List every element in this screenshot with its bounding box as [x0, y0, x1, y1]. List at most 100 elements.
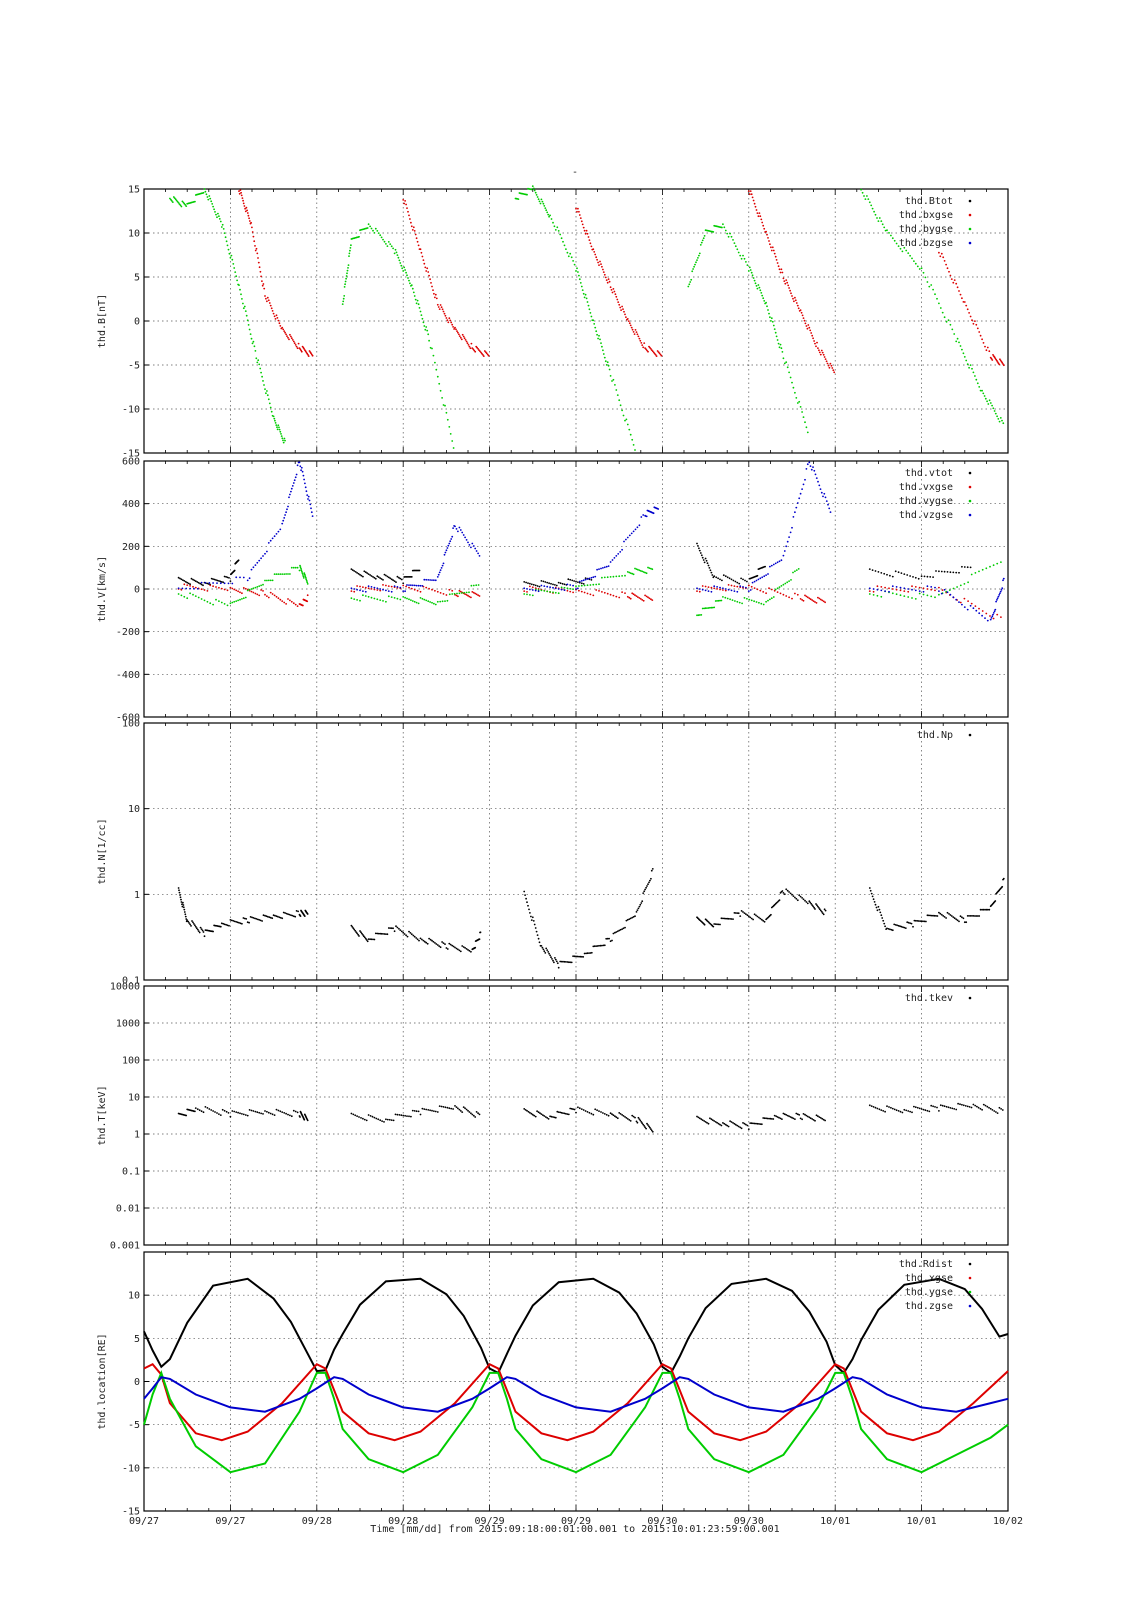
data-point — [880, 595, 883, 598]
data-point — [932, 288, 934, 291]
data-point — [645, 1127, 647, 1130]
data-point — [540, 580, 543, 582]
data-point — [578, 955, 580, 958]
data-point — [603, 273, 606, 276]
data-point — [464, 339, 467, 341]
panel-5: 1050-5-10-15thd.location[RE]thd.Rdistthd… — [97, 1251, 1009, 1518]
data-point — [993, 1110, 996, 1112]
data-point — [474, 592, 477, 595]
data-point — [586, 301, 589, 303]
data-point — [951, 1107, 954, 1110]
data-point — [270, 307, 273, 310]
data-point — [792, 571, 794, 574]
data-point — [991, 404, 993, 407]
data-point — [278, 428, 281, 431]
data-point — [996, 597, 999, 600]
data-point — [784, 582, 787, 585]
data-point — [532, 187, 535, 190]
data-point — [737, 912, 740, 915]
data-point — [648, 881, 650, 884]
data-point — [746, 264, 749, 266]
data-point — [242, 597, 245, 600]
data-point — [890, 1106, 892, 1109]
data-point — [363, 1118, 366, 1121]
data-point — [614, 293, 617, 296]
data-point — [789, 289, 791, 292]
data-point — [244, 207, 247, 210]
data-point — [442, 404, 445, 406]
data-point — [625, 1117, 628, 1119]
data-point — [206, 590, 209, 592]
data-point — [831, 367, 834, 369]
data-point — [410, 221, 412, 224]
data-point — [787, 284, 790, 287]
data-point — [283, 573, 286, 575]
data-point — [886, 1105, 888, 1108]
data-point — [629, 324, 632, 327]
data-point — [532, 583, 535, 586]
data-point — [984, 908, 986, 911]
x-tick-label: 09/29 — [561, 1516, 591, 1527]
data-point — [713, 575, 716, 578]
data-point — [770, 1118, 773, 1120]
data-point — [469, 347, 472, 350]
data-point — [810, 332, 813, 334]
data-point — [650, 598, 652, 601]
data-point — [821, 1117, 824, 1120]
data-point — [883, 226, 886, 229]
data-point — [262, 590, 264, 592]
data-point — [572, 588, 574, 591]
data-point — [750, 599, 753, 602]
data-point — [430, 282, 432, 284]
data-point — [353, 570, 356, 572]
data-point — [346, 272, 348, 275]
data-point — [746, 597, 748, 600]
data-point — [470, 546, 472, 549]
data-point — [534, 927, 537, 929]
data-point — [743, 597, 746, 599]
data-point — [350, 568, 353, 570]
data-point — [206, 582, 209, 585]
data-point — [365, 939, 368, 941]
data-point — [755, 579, 758, 582]
data-point — [801, 488, 803, 490]
data-point — [622, 308, 624, 310]
data-point — [465, 594, 468, 596]
data-point — [431, 588, 433, 591]
data-point — [365, 1119, 368, 1122]
legend: thd.Np — [917, 730, 972, 741]
data-point — [650, 567, 652, 570]
data-point — [281, 917, 284, 920]
data-point — [231, 582, 234, 585]
data-point — [530, 915, 532, 918]
data-point — [443, 553, 446, 556]
data-point — [868, 201, 871, 204]
data-point — [753, 1122, 756, 1125]
data-point — [965, 359, 968, 362]
data-point — [550, 1115, 553, 1118]
data-point — [601, 591, 603, 593]
data-point — [542, 202, 545, 205]
data-point — [220, 581, 223, 583]
data-point — [957, 1102, 959, 1105]
data-point — [752, 1122, 754, 1125]
data-point — [949, 323, 952, 326]
data-point — [866, 195, 868, 197]
data-point — [772, 1118, 775, 1120]
data-point — [404, 1114, 406, 1117]
data-point — [446, 1106, 449, 1109]
data-point — [227, 248, 230, 251]
data-point — [729, 918, 731, 920]
data-point — [889, 574, 891, 577]
data-point — [359, 573, 361, 576]
data-point — [462, 946, 465, 948]
data-point — [413, 935, 416, 938]
data-point — [808, 900, 811, 903]
data-point — [366, 227, 369, 229]
data-point — [618, 575, 621, 578]
data-point — [185, 205, 188, 208]
data-point — [955, 340, 958, 343]
data-point — [998, 363, 1001, 366]
data-point — [700, 554, 703, 557]
data-point — [695, 261, 697, 264]
